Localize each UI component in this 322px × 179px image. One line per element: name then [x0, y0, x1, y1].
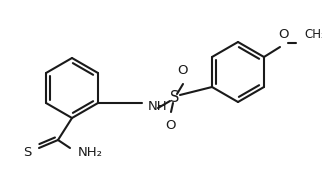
- Text: O: O: [279, 28, 289, 41]
- Text: NH₂: NH₂: [78, 146, 103, 158]
- Text: S: S: [170, 91, 180, 105]
- Text: S: S: [24, 146, 32, 158]
- Text: NH: NH: [148, 100, 168, 112]
- Text: CH₃: CH₃: [304, 28, 322, 41]
- Text: O: O: [166, 119, 176, 132]
- Text: O: O: [178, 64, 188, 77]
